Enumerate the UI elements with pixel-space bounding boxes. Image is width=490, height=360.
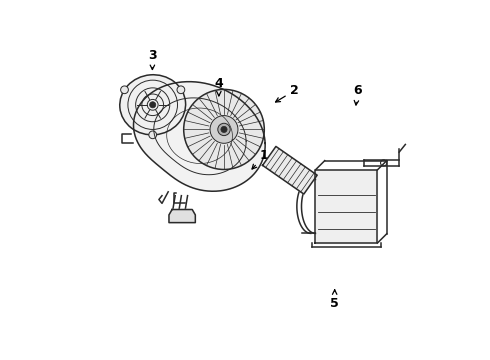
Circle shape (121, 86, 128, 94)
Text: 3: 3 (148, 49, 157, 69)
Circle shape (149, 102, 156, 108)
Circle shape (177, 86, 185, 94)
Text: 2: 2 (275, 84, 299, 102)
Circle shape (184, 89, 264, 170)
Text: 4: 4 (215, 77, 223, 96)
Text: 1: 1 (252, 149, 269, 169)
Circle shape (221, 126, 227, 132)
Text: 6: 6 (353, 84, 362, 105)
Ellipse shape (120, 75, 186, 135)
Polygon shape (316, 170, 377, 243)
Polygon shape (263, 147, 317, 194)
Circle shape (218, 123, 230, 136)
Circle shape (210, 116, 238, 143)
Circle shape (149, 131, 157, 139)
Polygon shape (169, 210, 196, 222)
Text: 5: 5 (330, 290, 339, 310)
Polygon shape (133, 82, 265, 191)
